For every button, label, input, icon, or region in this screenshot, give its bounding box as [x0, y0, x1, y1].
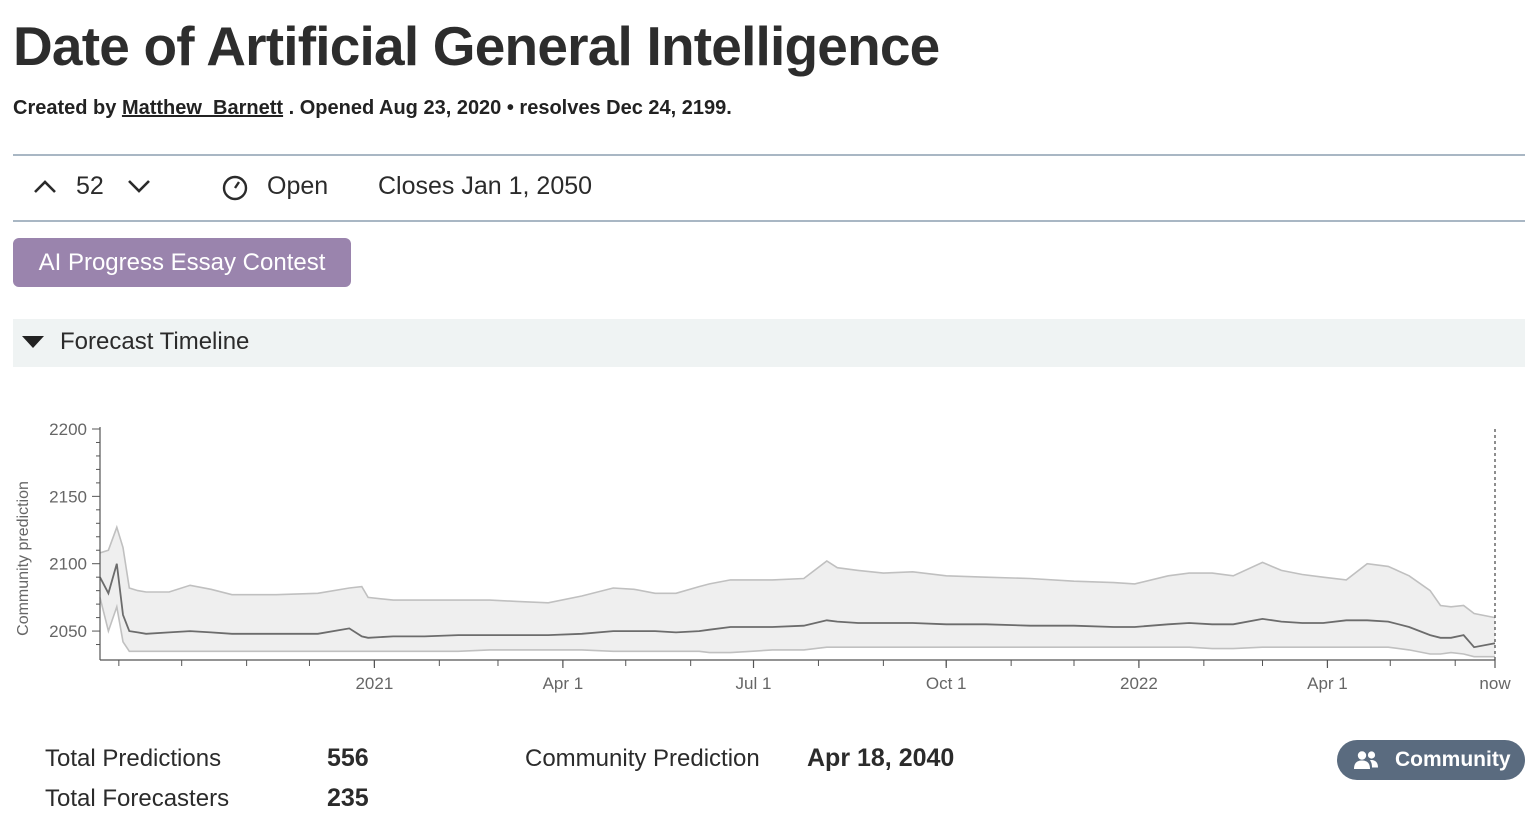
y-tick-label: 2200	[49, 420, 87, 439]
author-link[interactable]: Matthew_Barnett	[121, 97, 284, 119]
y-tick-label: 2100	[49, 555, 87, 574]
page-title: Date of Artificial General Intelligence	[13, 15, 940, 77]
chevron-down-icon	[128, 180, 150, 193]
total-forecasters-label: Total Forecasters	[45, 785, 230, 812]
community-button[interactable]: Community	[1337, 740, 1525, 780]
vote-count: 52	[76, 172, 104, 200]
total-predictions-value: 556	[327, 744, 369, 772]
upper-quartile-line	[99, 524, 1496, 619]
lower-quartile-line	[99, 597, 1495, 658]
divider-bottom	[13, 220, 1525, 222]
x-tick-label: 2022	[1120, 674, 1158, 693]
downvote-button[interactable]	[123, 170, 155, 202]
y-axis-label: Community prediction	[15, 481, 32, 636]
stats-panel: Total Predictions 556 Total Forecasters …	[0, 740, 1540, 824]
upvote-button[interactable]	[29, 170, 61, 202]
x-tick-label: Apr 1	[1307, 674, 1348, 693]
x-tick-label: Jul 1	[736, 674, 772, 693]
users-icon	[1353, 750, 1379, 770]
forecast-chart: 2200 2150 2100 2050 2021 Apr 1 Jul 1 Oct 1 2022 A…	[15, 420, 1511, 693]
divider-top	[13, 154, 1525, 156]
prediction-band	[100, 527, 1495, 657]
community-prediction-value: Apr 18, 2040	[807, 744, 955, 772]
chevron-up-icon	[34, 180, 56, 193]
triangle-down-icon	[22, 336, 44, 348]
x-tick-label: 2021	[355, 674, 393, 693]
category-tag[interactable]: AI Progress Essay Contest	[13, 238, 351, 287]
status-bar: 52 Open Closes Jan 1, 2050	[13, 160, 1525, 215]
created-prefix: Created by	[13, 97, 117, 119]
clock-icon	[220, 173, 250, 203]
median-line	[99, 563, 1496, 649]
x-tick-label: now	[1479, 674, 1511, 693]
status-label: Open	[267, 172, 329, 200]
community-prediction-label: Community Prediction	[525, 745, 760, 772]
x-tick-label: Apr 1	[543, 674, 584, 693]
close-date: Closes Jan 1, 2050	[378, 172, 593, 200]
created-suffix: . Opened Aug 23, 2020 • resolves Dec 24,…	[288, 97, 732, 119]
forecast-timeline-toggle[interactable]: Forecast Timeline	[13, 319, 1525, 367]
y-tick-label: 2150	[49, 487, 87, 506]
y-tick-label: 2050	[49, 622, 87, 641]
question-meta: Created by Matthew_Barnett . Opened Aug …	[13, 97, 732, 120]
forecast-timeline-label: Forecast Timeline	[60, 328, 250, 355]
total-predictions-label: Total Predictions	[45, 745, 222, 772]
total-forecasters-value: 235	[327, 784, 369, 812]
community-button-label: Community	[1395, 748, 1511, 771]
x-tick-label: Oct 1	[926, 674, 967, 693]
